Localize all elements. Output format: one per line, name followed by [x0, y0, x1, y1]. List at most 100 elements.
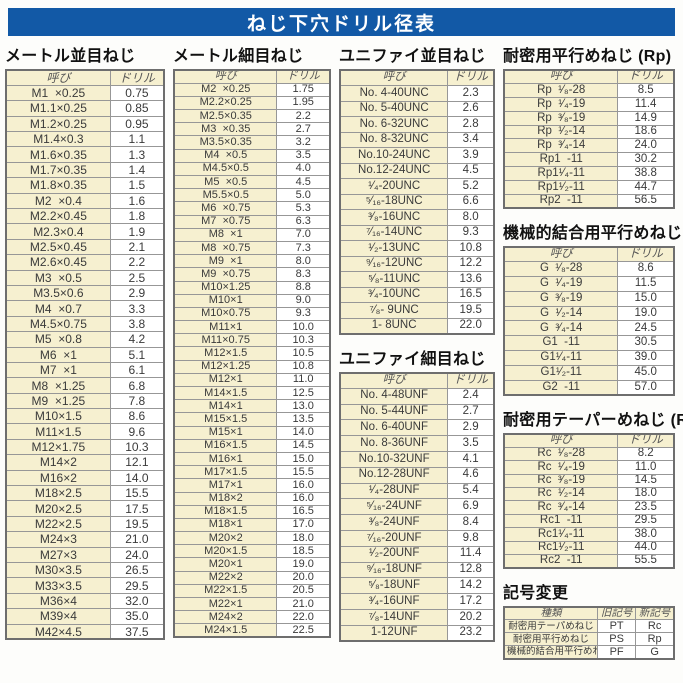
thread-size-cell: M16×2 [5, 469, 111, 487]
thread-size-cell: M12×1.5 [173, 346, 278, 361]
column-unified: ユニファイ並目ねじ 呼び ドリル No. 4-40UNC 2.3 [339, 41, 495, 660]
table-row: G1 -11 30.5 [503, 335, 675, 352]
drill-size-cell: 4.6 [447, 466, 495, 484]
table-row: M14×1.5 12.5 [173, 385, 331, 401]
drill-size-cell: 15.5 [109, 485, 165, 502]
table-header-row: 種類 旧記号 新記号 [503, 606, 675, 621]
thread-size-cell: No. 5-44UNF [339, 403, 449, 421]
thread-size-cell: G ³⁄₄-14 [503, 320, 619, 337]
thread-size-cell: M8 ×1 [173, 227, 278, 242]
drill-size-cell: 26.5 [109, 561, 165, 579]
table-header-row: 呼び ドリル [503, 69, 675, 85]
thread-size-cell: Rp ³⁄₄-14 [503, 138, 619, 154]
drill-size-cell: 18.6 [617, 124, 675, 140]
rp-table: 呼び ドリル Rp ¹⁄₈-28 8.5 Rp ¹⁄₄-19 [503, 69, 675, 209]
thread-size-cell: M18×2.5 [5, 485, 111, 502]
table-row: M9 ×1 8.0 [173, 254, 331, 269]
table-row: M17×1.5 15.5 [173, 465, 331, 480]
section-heading-symbol-change: 記号変更 [503, 584, 569, 602]
table-row: M2.3×0.4 1.9 [5, 223, 165, 240]
thread-size-cell: ³⁄₄-16UNF [339, 593, 449, 610]
thread-size-cell: Rc1 -11 [503, 513, 619, 529]
new-symbol-cell: Rp [635, 632, 675, 647]
drill-size-cell: 9.3 [447, 224, 495, 241]
table-header-row: 呼び ドリル [339, 372, 495, 389]
column-header-drill: ドリル [617, 69, 675, 85]
column-header-drill: ドリル [617, 246, 675, 263]
table-row: Rc ¹⁄₈-28 8.2 [503, 446, 675, 462]
thread-size-cell: No.10-32UNF [339, 450, 449, 468]
drill-size-chart-page: ねじ下穴ドリル径表 メートル並目ねじ 呼び ドリル M1 ×0.25 [0, 8, 683, 660]
thread-size-cell: G1 -11 [503, 335, 619, 352]
drill-size-cell: 55.5 [617, 553, 675, 569]
table-row: M10×1 9.0 [173, 293, 331, 308]
table-row: M4.5×0.75 3.8 [5, 315, 165, 333]
table-row: M3 ×0.35 2.7 [173, 122, 331, 137]
drill-size-cell: 6.9 [447, 498, 495, 516]
thread-size-cell: M18×1 [173, 517, 278, 533]
drill-size-cell: 16.5 [447, 286, 495, 303]
drill-size-cell: 2.8 [447, 116, 495, 133]
drill-size-cell: 14.0 [109, 469, 165, 487]
section-heading-g: 機械的結合用平行めねじ (G) [503, 224, 683, 242]
thread-size-cell: M39×4 [5, 608, 111, 625]
table-row: M24×3 21.0 [5, 531, 165, 548]
drill-size-cell: 44.0 [617, 540, 675, 555]
table-row: M20×1.5 18.5 [173, 544, 331, 559]
drill-size-cell: 2.6 [447, 100, 495, 117]
thread-size-cell: M2 ×0.4 [5, 192, 111, 210]
thread-size-cell: No.12-24UNC [339, 162, 449, 179]
drill-size-cell: 5.1 [109, 346, 165, 363]
table-row: M8 ×1.25 6.8 [5, 377, 165, 394]
drill-size-cell: 2.1 [109, 238, 165, 256]
thread-size-cell: M6 ×1 [5, 346, 111, 363]
symbol-change-table: 種類 旧記号 新記号 耐密用テーパめねじ PT Rc [503, 605, 675, 660]
thread-size-cell: M6 ×0.75 [173, 201, 278, 216]
table-row: Rc ³⁄₈-19 14.5 [503, 473, 675, 489]
table-row: M22×2.5 19.5 [5, 515, 165, 533]
thread-size-cell: M15×1.5 [173, 412, 278, 427]
thread-size-cell: ⁹⁄₁₆-18UNF [339, 561, 449, 579]
table-row: M1.1×0.25 0.85 [5, 100, 165, 117]
thread-size-cell: G ¹⁄₈-28 [503, 261, 619, 278]
drill-size-cell: 16.5 [276, 504, 331, 519]
thread-size-cell: M4.5×0.5 [173, 161, 278, 177]
drill-size-cell: 22.5 [276, 623, 331, 638]
section-heading-metric-coarse: メートル並目ねじ [5, 48, 136, 65]
column-header-name: 呼び [339, 372, 449, 389]
table-row: M6 ×0.75 5.3 [173, 201, 331, 216]
drill-size-cell: 2.5 [109, 269, 165, 286]
drill-size-cell: 9.8 [447, 529, 495, 547]
column-header-name: 呼び [503, 69, 619, 85]
drill-size-cell: 15.5 [276, 465, 331, 480]
thread-size-cell: M3 ×0.35 [173, 122, 278, 137]
drill-size-cell: 20.2 [447, 608, 495, 626]
old-symbol-cell: PT [596, 619, 637, 634]
thread-size-cell: M2.6×0.45 [5, 254, 111, 271]
table-header-row: 呼び ドリル [173, 69, 331, 84]
table-row: ³⁄₈-24UNF 8.4 [339, 514, 495, 531]
drill-size-cell: 8.0 [276, 254, 331, 269]
table-row: ⁹⁄₁₆-18UNF 12.8 [339, 561, 495, 579]
old-symbol-cell: PF [596, 645, 637, 660]
table-row: M10×1.5 8.6 [5, 408, 165, 425]
column-metric-fine: メートル細目ねじ 呼び ドリル M2 ×0.25 1.75 [173, 41, 331, 660]
thread-size-cell: M2.3×0.4 [5, 223, 111, 240]
table-row: M36×4 32.0 [5, 592, 165, 610]
thread-size-cell: G1¹⁄₄-11 [503, 350, 619, 366]
drill-size-cell: 4.0 [276, 161, 331, 177]
drill-size-cell: 35.0 [109, 608, 165, 625]
table-row: ³⁄₄-16UNF 17.2 [339, 593, 495, 610]
drill-size-cell: 44.7 [617, 179, 675, 195]
thread-size-cell: Rp ³⁄₈-19 [503, 110, 619, 126]
table-row: Rc1¹⁄₄-11 38.0 [503, 527, 675, 542]
thread-kind-cell: 機械的結合用平行めねじ [503, 645, 598, 660]
thread-size-cell: M2.2×0.25 [173, 95, 278, 111]
drill-size-cell: 6.1 [109, 361, 165, 379]
drill-size-cell: 4.2 [109, 331, 165, 348]
thread-size-cell: Rc1¹⁄₂-11 [503, 540, 619, 555]
drill-size-cell: 23.5 [617, 500, 675, 515]
table-row: Rc1¹⁄₂-11 44.0 [503, 540, 675, 555]
thread-kind-cell: 耐密用テーパめねじ [503, 619, 598, 634]
thread-size-cell: G ¹⁄₂-14 [503, 305, 619, 322]
